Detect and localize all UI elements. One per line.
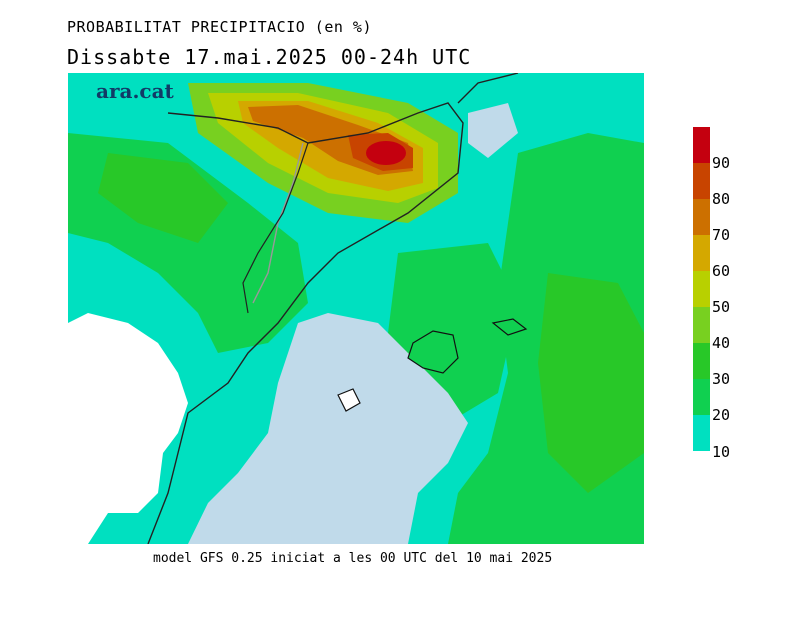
legend-swatch — [693, 235, 710, 271]
legend-swatch — [693, 271, 710, 307]
legend-label: 80 — [712, 190, 731, 208]
legend-swatch — [693, 199, 710, 235]
legend-label: 20 — [712, 406, 731, 424]
legend-swatch — [693, 379, 710, 415]
model-footer: model GFS 0.25 iniciat a les 00 UTC del … — [153, 551, 553, 566]
border-france — [457, 73, 519, 104]
island-menorca — [491, 318, 528, 336]
dry-sea — [188, 313, 468, 544]
brand-logo: ara.cat — [96, 79, 174, 103]
legend-swatch — [693, 343, 710, 379]
border-internal — [252, 142, 304, 304]
precipitation-map: ara.cat — [68, 73, 644, 544]
legend-swatch — [693, 415, 710, 451]
map-title: PROBABILITAT PRECIPITACIO (en %) — [67, 18, 372, 36]
map-subtitle: Dissabte 17.mai.2025 00-24h UTC — [67, 45, 472, 69]
legend-label: 40 — [712, 334, 731, 352]
legend-swatch — [693, 307, 710, 343]
legend-label: 70 — [712, 226, 731, 244]
legend-label: 50 — [712, 298, 731, 316]
legend-label: 10 — [712, 443, 731, 461]
legend-swatch — [693, 163, 710, 199]
map-canvas — [68, 73, 644, 544]
legend-label: 90 — [712, 154, 731, 172]
island-ibiza — [337, 388, 361, 412]
legend-swatch — [693, 127, 710, 163]
island-mallorca — [407, 330, 459, 374]
dry-land-west — [68, 313, 188, 544]
legend-label: 60 — [712, 262, 731, 280]
field-max — [366, 141, 406, 165]
legend-label: 30 — [712, 370, 731, 388]
